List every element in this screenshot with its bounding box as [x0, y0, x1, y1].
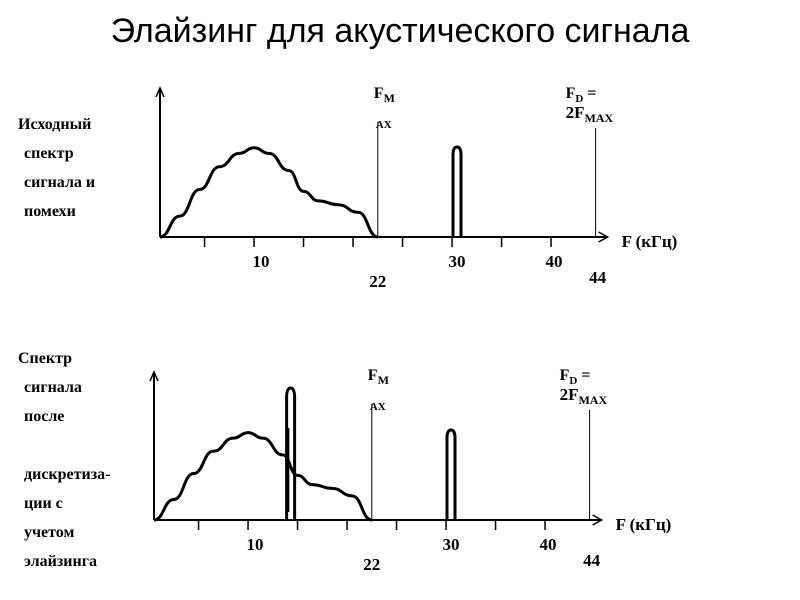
top-panel-label: Исходный спектр сигнала и помехи [18, 110, 95, 226]
noise-spike [445, 428, 457, 520]
panel-label-line: сигнала [24, 379, 82, 396]
x-axis-title: F (кГц) [622, 232, 678, 251]
fmax-label: FM [368, 367, 389, 387]
x-tick-label: 44 [589, 268, 607, 287]
panel-label-line: дискретиза- [24, 466, 111, 483]
bottom-panel-label: Спектр сигнала после дискретиза-ции с учето… [18, 344, 110, 576]
x-tick-label: 10 [247, 535, 264, 554]
signal-spectrum-curve [159, 146, 379, 239]
panel-label-line: ции с [24, 495, 63, 512]
fd-label: FD = [560, 367, 591, 387]
signal-spectrum-curve [153, 431, 373, 522]
fmax-label-sub: AX [376, 119, 392, 131]
top-spectrum-panel: 10 22 30 40 44 F (кГц) FM AX FD =2FMAX [155, 85, 678, 291]
fd-label-2: 2FMAX [566, 103, 614, 125]
x-tick-label: 44 [583, 551, 601, 570]
x-axis-title: F (кГц) [616, 515, 672, 534]
y-axis-arrow [149, 370, 159, 382]
x-tick-label: 40 [540, 535, 557, 554]
slide-title: Элайзинг для акустического сигнала [110, 12, 690, 50]
x-tick-label: 30 [443, 535, 460, 554]
x-tick-label: 10 [253, 252, 270, 271]
noise-spike [451, 145, 463, 237]
panel-label-line: спектр [24, 145, 74, 162]
panel-label-line: после [24, 408, 65, 425]
panel-label-line: Спектр [18, 350, 73, 367]
fmax-label: FM [374, 85, 395, 105]
panel-label-line: сигнала и [24, 174, 96, 191]
x-tick-label: 40 [546, 252, 563, 271]
x-tick-label: 22 [369, 272, 386, 291]
panel-label-line: учетом [24, 524, 75, 541]
fd-label: FD = [566, 85, 597, 105]
panel-label-line: элайзинга [24, 553, 97, 570]
bottom-spectrum-panel: 10 22 30 40 44 F (кГц) FM AX FD =2FMAX [149, 367, 672, 574]
x-tick-label: 30 [449, 252, 466, 271]
x-axis-arrow [592, 514, 604, 526]
panel-label-line: помехи [24, 203, 76, 220]
x-axis-arrow [598, 231, 610, 243]
panel-label-line: Исходный [18, 116, 92, 133]
aliased-spike [285, 386, 297, 520]
x-tick-label: 22 [363, 555, 380, 574]
fd-label-2: 2FMAX [560, 385, 608, 407]
fmax-label-sub: AX [370, 401, 386, 413]
y-axis-arrow [155, 86, 165, 98]
